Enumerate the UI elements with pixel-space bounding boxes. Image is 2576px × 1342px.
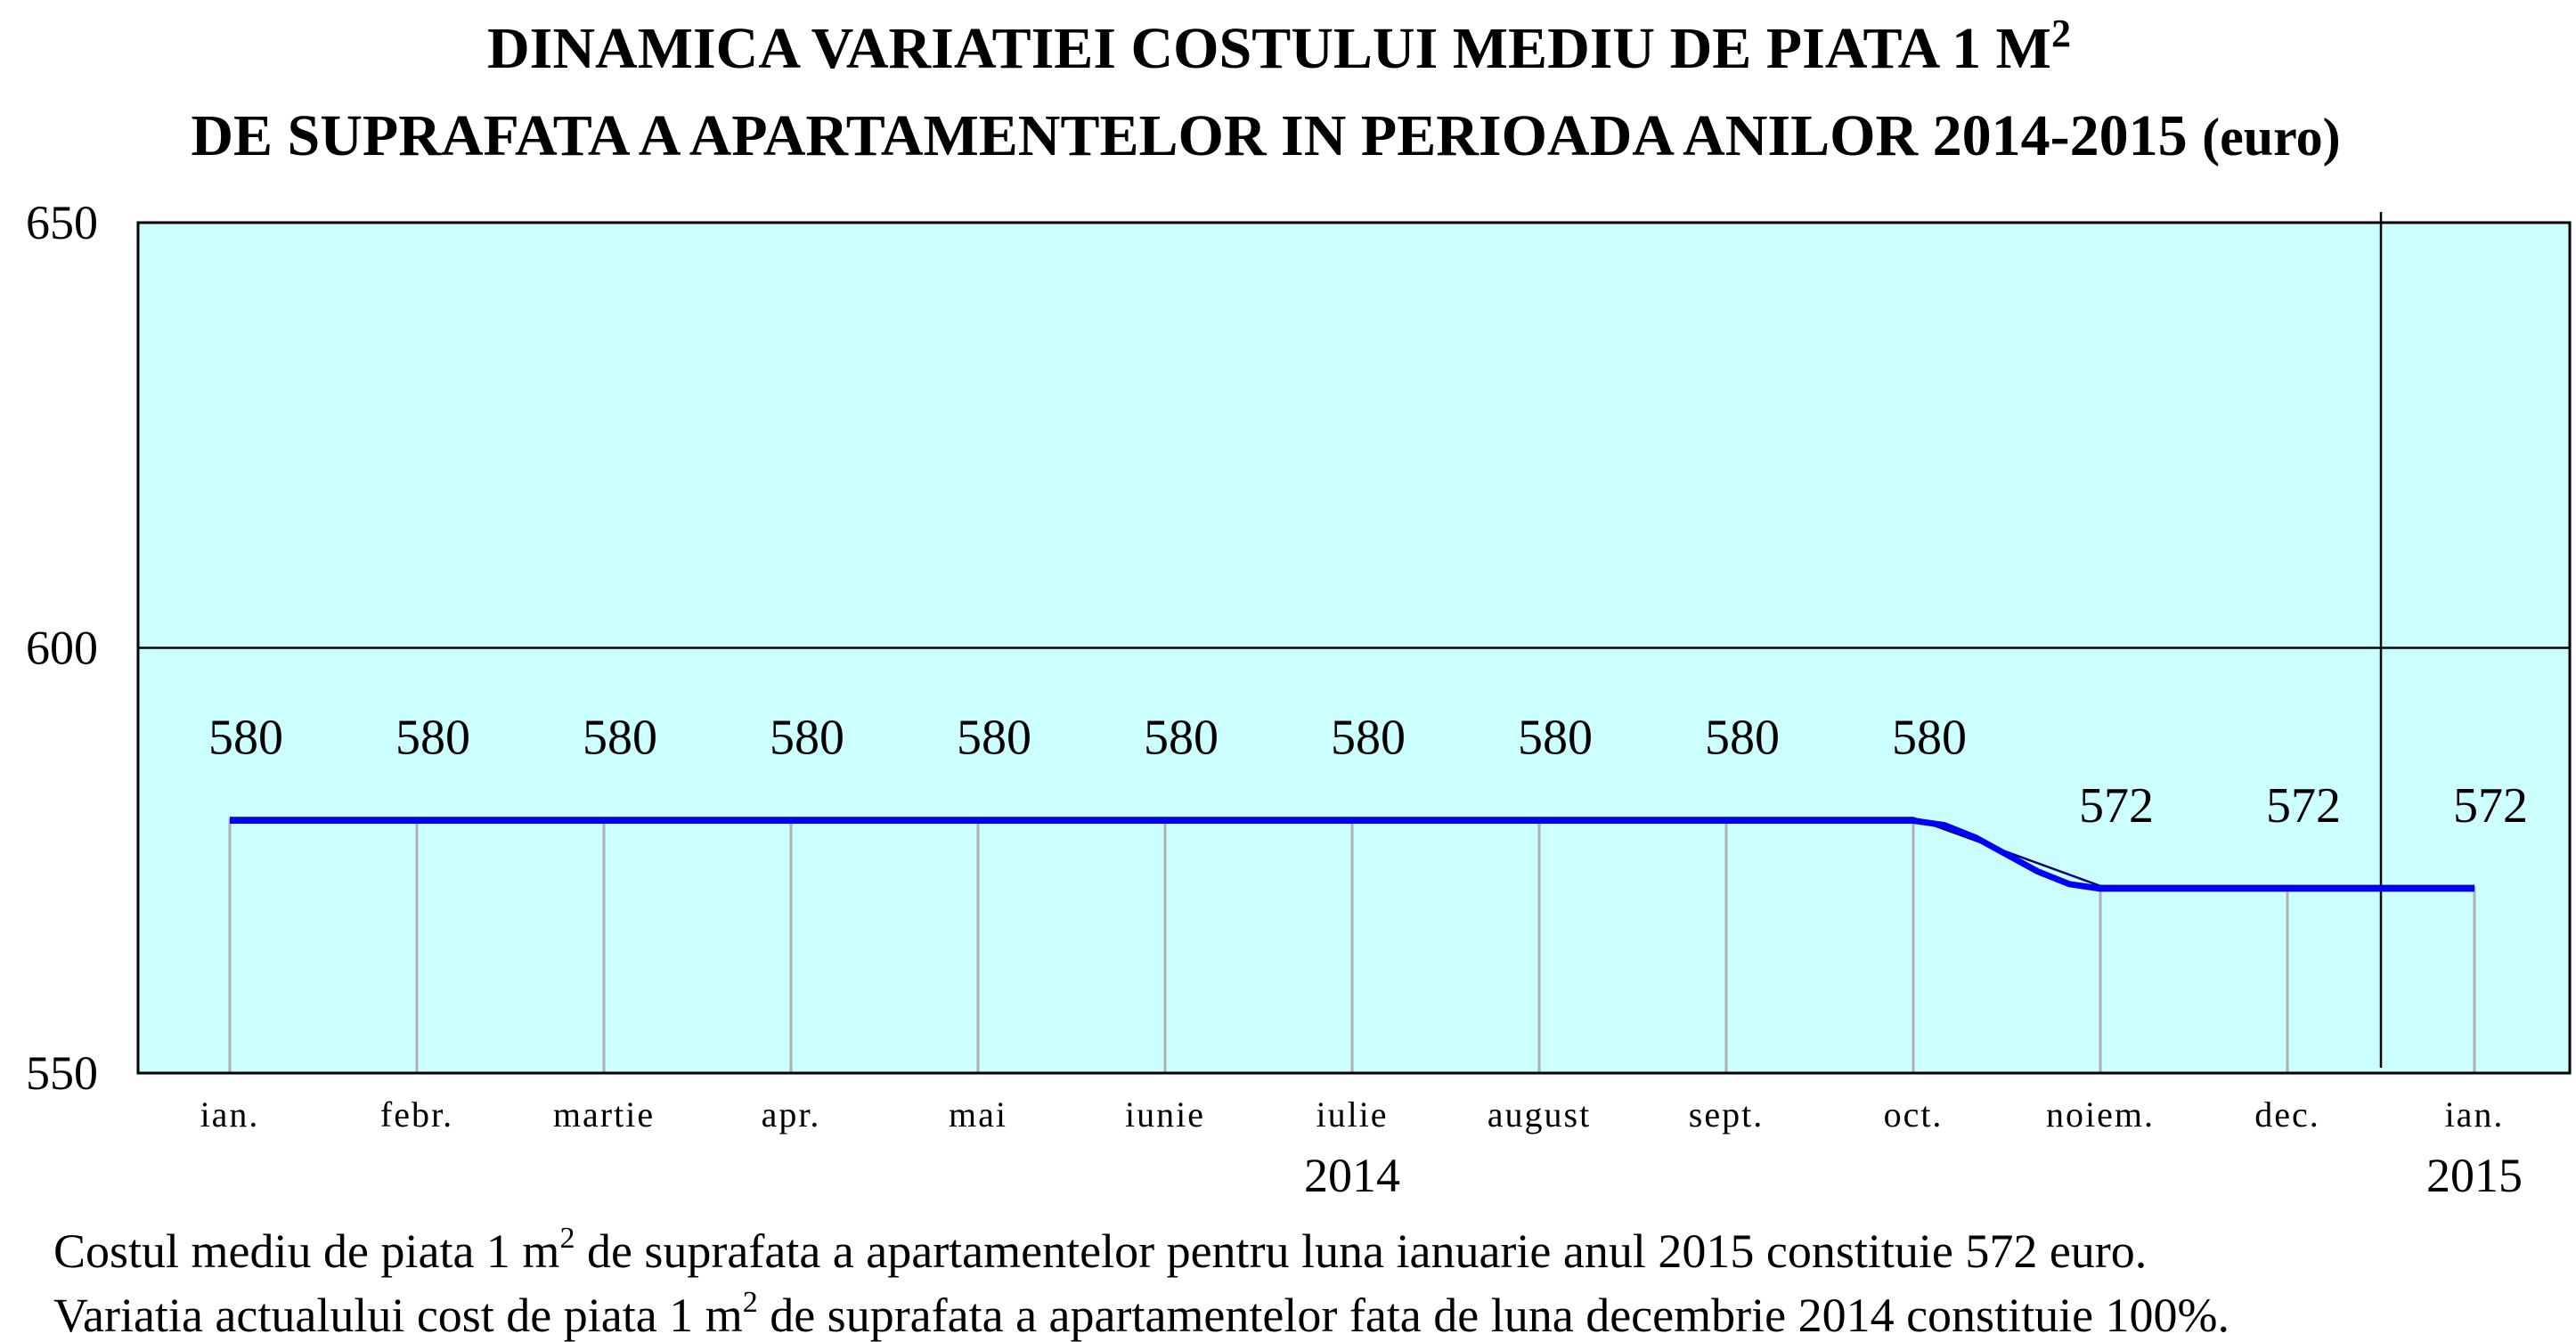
footnote-2-superscript: 2 bbox=[743, 1286, 758, 1319]
data-label: 572 bbox=[2453, 778, 2528, 834]
year-label: 2015 bbox=[2426, 1149, 2523, 1202]
footnote-2-text-start: Variatia actualului cost de piata 1 m bbox=[53, 1289, 743, 1342]
footnote-1-text-start: Costul mediu de piata 1 m bbox=[53, 1224, 559, 1278]
x-tick-label: febr. bbox=[380, 1094, 453, 1135]
x-tick-label: sept. bbox=[1689, 1094, 1764, 1135]
data-label: 580 bbox=[395, 711, 470, 766]
data-label: 572 bbox=[2266, 778, 2341, 834]
x-tick-label: oct. bbox=[1884, 1094, 1944, 1135]
x-tick-label: august bbox=[1488, 1094, 1591, 1135]
y-tick-label: 600 bbox=[26, 622, 98, 675]
footnote-line-1: Costul mediu de piata 1 m2 de suprafata … bbox=[53, 1227, 2147, 1275]
x-tick-label: iulie bbox=[1316, 1094, 1388, 1135]
data-label: 580 bbox=[957, 711, 1031, 766]
x-tick-label: apr. bbox=[762, 1094, 821, 1135]
line-chart: 580 580 580 580 580 580 580 580 580 580 572 572 572 i… bbox=[0, 0, 2576, 1211]
footnote-1-superscript: 2 bbox=[559, 1222, 575, 1255]
y-tick-label: 550 bbox=[26, 1046, 98, 1100]
x-tick-label: noiem. bbox=[2046, 1094, 2155, 1135]
data-label: 580 bbox=[1705, 711, 1780, 766]
x-tick-label: ian. bbox=[200, 1094, 260, 1135]
y-tick-label: 650 bbox=[26, 196, 98, 249]
data-label: 580 bbox=[770, 711, 844, 766]
data-label: 580 bbox=[208, 711, 283, 766]
data-label: 580 bbox=[1518, 711, 1593, 766]
footnote-2-text-end: de suprafata a apartamentelor fata de lu… bbox=[758, 1289, 2230, 1342]
data-label: 580 bbox=[1892, 711, 1967, 766]
x-tick-label: ian. bbox=[2445, 1094, 2505, 1135]
footnote-line-2: Variatia actualului cost de piata 1 m2 d… bbox=[53, 1291, 2230, 1339]
data-label: 580 bbox=[1331, 711, 1406, 766]
data-label: 580 bbox=[583, 711, 657, 766]
x-tick-label: iunie bbox=[1125, 1094, 1205, 1135]
data-label: 580 bbox=[1144, 711, 1219, 766]
x-tick-label: martie bbox=[553, 1094, 655, 1135]
x-tick-label: dec. bbox=[2254, 1094, 2320, 1135]
x-tick-label: mai bbox=[949, 1094, 1007, 1135]
footnote-1-text-end: de suprafata a apartamentelor pentru lun… bbox=[575, 1224, 2147, 1278]
year-label: 2014 bbox=[1304, 1149, 1400, 1202]
data-label: 572 bbox=[2079, 778, 2154, 834]
